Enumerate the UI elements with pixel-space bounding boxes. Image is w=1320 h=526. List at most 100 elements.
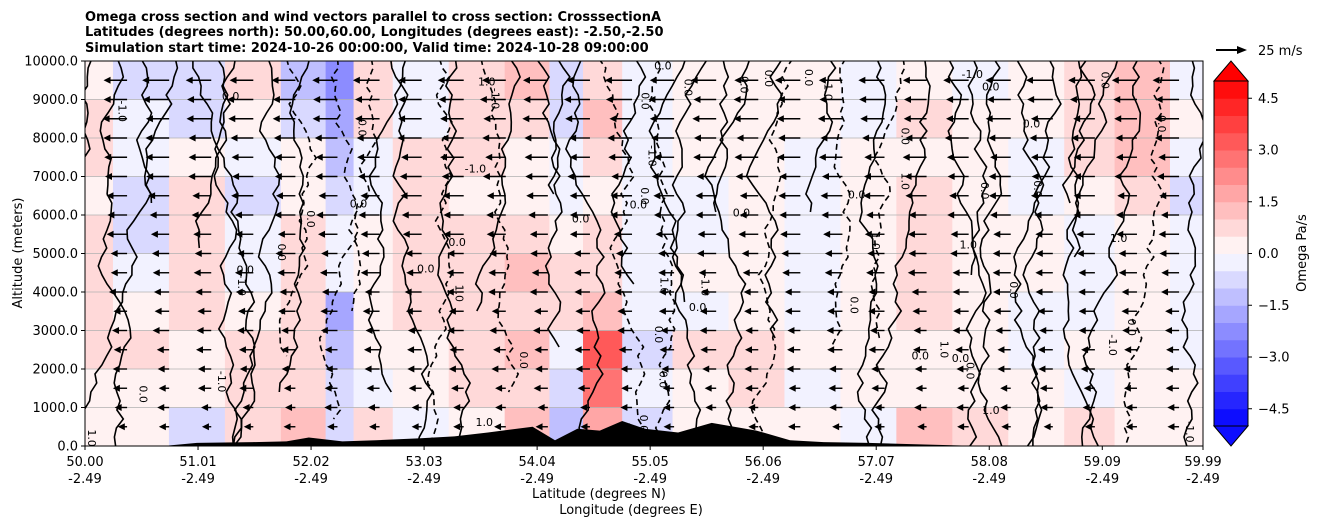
wind-vector-head [271,76,279,84]
contour-label: 0.0 [912,349,930,362]
colorbar-bin [1214,391,1248,410]
quiver-key-arrowhead [1237,46,1247,54]
wind-vector-head [614,288,622,296]
contour-label: -1.0 [465,163,486,176]
wind-vector-head [866,269,874,277]
wind-vector-head [443,230,451,238]
wind-vector-head [407,365,415,373]
wind-vector-head [658,288,666,296]
wind-vector-head [992,250,1000,257]
wind-vector-head [745,384,753,392]
wind-vector-head [1071,134,1079,142]
wind-vector-head [779,211,787,219]
wind-vector-head [658,250,666,257]
wind-vector-head [859,96,867,103]
wind-vector-head [197,365,205,373]
contour-label: -1.0 [645,145,658,166]
wind-vector-head [574,269,582,277]
wind-vector-head [786,365,794,373]
contour-label: -1.0 [1183,421,1196,442]
wind-vector-head [356,134,364,142]
wind-vector-head [1113,96,1121,103]
wind-vector-head [1123,365,1131,373]
wind-vector-head [696,173,704,180]
wind-vector-head [1076,250,1084,257]
wind-vector-head [533,384,541,392]
wind-vector-head [1160,211,1168,219]
wind-vector-head [1124,346,1132,354]
wind-vector-head [784,307,792,315]
wind-vector-head [818,153,826,161]
wind-vector-head [992,288,1000,296]
omega-contour [1181,61,1203,446]
wind-vector-head [617,327,625,334]
wind-vector-head [990,211,998,219]
y-tick-label: 4000.0 [33,286,79,301]
omega-contour [1013,61,1045,446]
wind-vector-head [272,115,280,123]
wind-vector-head [114,404,122,411]
omega-contour [233,61,281,446]
wind-vector-head [448,365,456,373]
contour-label: 0.0 [417,263,435,276]
x-tick-label-lon: -2.49 [633,472,667,487]
wind-vector-head [71,385,78,392]
quiver-key: 25 m/s [1216,44,1303,59]
wind-vector-head [696,250,704,257]
wind-vector-head [779,173,787,180]
wind-vector-head [401,211,409,219]
wind-vector-head [367,404,375,411]
wind-vector-head [957,384,965,392]
contour-label: -1.0 [115,101,128,122]
wind-vector-head [1114,115,1122,123]
wind-vector-head [149,211,157,219]
contour-label: 0.0 [952,352,970,365]
omega-contour [85,61,92,158]
wind-vector-head [1121,288,1129,296]
wind-vector-head [227,96,235,103]
grid-lines [85,99,1203,408]
wind-vector-head [442,192,450,200]
wind-vector-head [867,250,875,257]
wind-vector-head [907,269,915,277]
wind-vector-head [648,96,656,103]
wind-vector-head [569,192,577,200]
wind-vector-head [946,96,954,103]
wind-vector-head [402,230,410,238]
wind-vector-head [529,288,537,296]
wind-vector-head [274,173,282,180]
wind-vector-head [1039,327,1047,334]
wind-vector-head [693,134,701,142]
wind-vector-head [238,346,246,354]
wind-vector-head [700,346,708,354]
omega-contour [871,61,931,446]
wind-vector-head [494,423,502,431]
contour-label: 0.0 [982,81,1000,94]
wind-vector-head [608,153,616,161]
wind-vector-head [1037,346,1045,354]
wind-vector-head [573,250,581,257]
wind-vector-head [1078,307,1086,315]
x-tick-label-lon: -2.49 [1186,472,1220,487]
wind-vector-head [315,173,323,180]
wind-vector-head [1125,404,1133,411]
contour-label: 1.0 [869,232,882,250]
wind-vector-head [312,76,320,84]
wind-vector-head [993,307,1001,315]
wind-vector-head [1159,192,1167,200]
omega-contour [1061,61,1096,204]
wind-vector-head [621,384,629,392]
wind-vector-head [902,153,910,161]
omega-contour-negative [870,61,906,339]
wind-vector-head [617,307,625,315]
contour-label: 0.0 [964,362,977,380]
wind-vector-head [993,230,1001,238]
wind-vector-head [158,384,166,392]
wind-vector-head [868,346,876,354]
wind-vector-head [735,173,743,180]
wind-vector-head [318,192,326,200]
wind-vector-head [196,327,204,334]
x-tick-label-lon: -2.49 [1085,472,1119,487]
contour-label: -1.0 [699,275,712,296]
wind-vector-head [743,288,751,296]
